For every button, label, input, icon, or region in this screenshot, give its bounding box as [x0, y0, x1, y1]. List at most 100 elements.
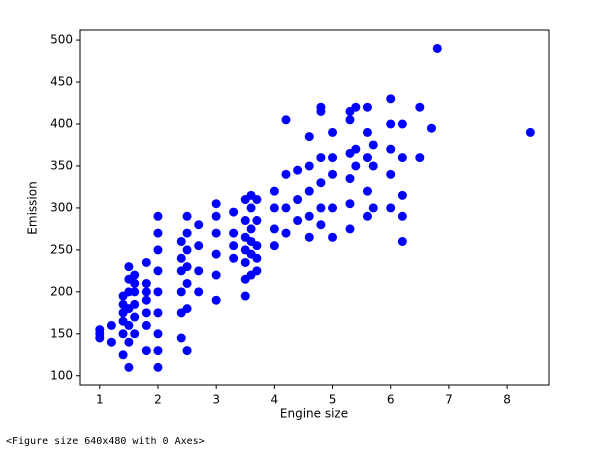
- point: [194, 287, 204, 297]
- y-tick-label: 200: [50, 284, 73, 298]
- point: [345, 199, 355, 209]
- point: [304, 232, 314, 242]
- point: [328, 127, 338, 137]
- y-tick-label: 350: [50, 158, 73, 172]
- point: [328, 232, 338, 242]
- point: [106, 320, 116, 330]
- x-tick-label: 8: [503, 393, 511, 407]
- point: [415, 102, 425, 112]
- point: [269, 203, 279, 213]
- point: [141, 320, 151, 330]
- y-tick-label: 500: [50, 33, 73, 47]
- point: [211, 270, 221, 280]
- point: [176, 287, 186, 297]
- point: [281, 169, 291, 179]
- point: [328, 169, 338, 179]
- point: [281, 115, 291, 125]
- point: [252, 216, 262, 226]
- point: [351, 161, 361, 171]
- point: [269, 241, 279, 251]
- point: [124, 320, 134, 330]
- point: [316, 203, 326, 213]
- x-tick-label: 7: [445, 393, 453, 407]
- point: [118, 350, 128, 360]
- point: [153, 362, 163, 372]
- point: [240, 257, 250, 267]
- point: [368, 161, 378, 171]
- point: [153, 266, 163, 276]
- point: [246, 224, 256, 234]
- point: [124, 262, 134, 272]
- point: [316, 153, 326, 163]
- point: [141, 308, 151, 318]
- point: [211, 199, 221, 209]
- point: [386, 203, 396, 213]
- x-axis-label: Engine size: [280, 407, 348, 421]
- point: [182, 346, 192, 356]
- point: [351, 102, 361, 112]
- point: [141, 287, 151, 297]
- point: [182, 245, 192, 255]
- point: [351, 144, 361, 154]
- point: [432, 43, 442, 53]
- point: [281, 228, 291, 238]
- point: [240, 291, 250, 301]
- point: [130, 287, 140, 297]
- plot-frame: [79, 29, 550, 386]
- point: [252, 266, 262, 276]
- point: [153, 211, 163, 221]
- x-tick-label: 1: [96, 393, 104, 407]
- point: [397, 119, 407, 129]
- point: [345, 115, 355, 125]
- point: [211, 249, 221, 259]
- point: [141, 257, 151, 267]
- point: [362, 211, 372, 221]
- point: [153, 346, 163, 356]
- y-tick-label: 450: [50, 75, 73, 89]
- x-tick-label: 2: [154, 393, 162, 407]
- point: [211, 228, 221, 238]
- point: [304, 132, 314, 142]
- point: [194, 220, 204, 230]
- chart: Engine size Emission 1 2 3 4 5 6 7 8 100 150 200 25…: [26, 29, 550, 421]
- point: [153, 308, 163, 318]
- point: [362, 127, 372, 137]
- cell-output: <Figure size 640x480 with 0 Axes>: [6, 436, 205, 447]
- point: [397, 236, 407, 246]
- point: [211, 295, 221, 305]
- point: [95, 333, 105, 343]
- x-tick-label: 4: [271, 393, 279, 407]
- point: [252, 195, 262, 205]
- point: [386, 144, 396, 154]
- point: [304, 161, 314, 171]
- point: [118, 329, 128, 339]
- y-axis-label: Emission: [26, 181, 40, 234]
- point: [95, 325, 105, 335]
- point: [153, 228, 163, 238]
- point: [229, 241, 239, 251]
- point: [525, 127, 535, 137]
- point: [130, 312, 140, 322]
- point: [130, 329, 140, 339]
- point: [281, 203, 291, 213]
- point: [130, 299, 140, 309]
- point: [304, 186, 314, 196]
- point: [130, 278, 140, 288]
- point: [182, 278, 192, 288]
- point: [269, 224, 279, 234]
- point: [269, 186, 279, 196]
- point: [304, 211, 314, 221]
- point: [176, 253, 186, 263]
- point: [293, 216, 303, 226]
- point: [176, 236, 186, 246]
- point: [153, 287, 163, 297]
- point: [415, 153, 425, 163]
- point: [141, 346, 151, 356]
- point: [362, 102, 372, 112]
- point: [141, 295, 151, 305]
- point: [397, 190, 407, 200]
- point: [141, 278, 151, 288]
- point: [106, 337, 116, 347]
- point: [246, 203, 256, 213]
- point: [229, 207, 239, 217]
